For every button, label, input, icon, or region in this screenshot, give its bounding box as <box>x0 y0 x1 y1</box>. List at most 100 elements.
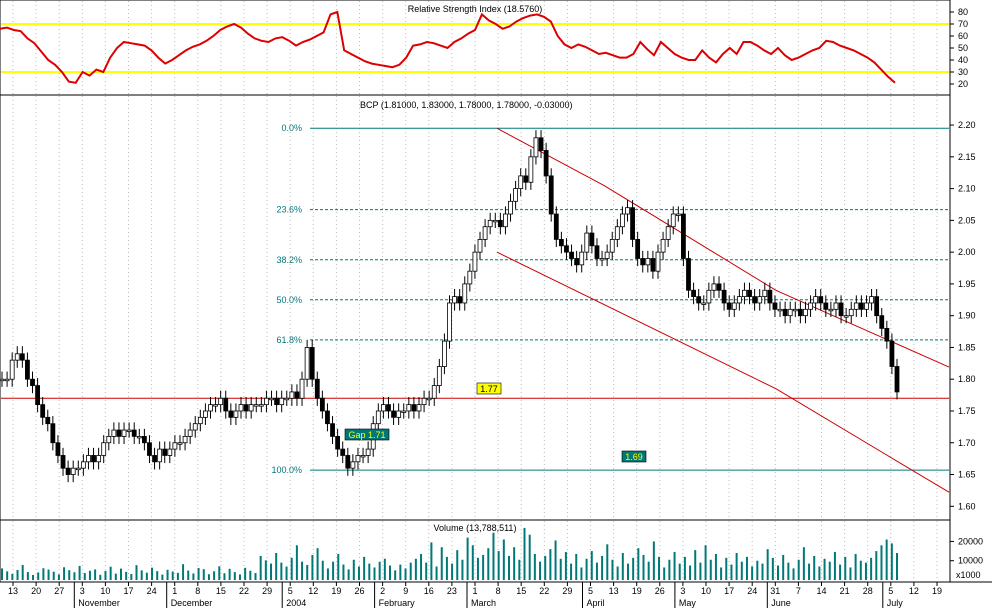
channel-lower-line <box>496 251 950 493</box>
candle-body <box>721 289 727 304</box>
candle-body <box>431 385 437 399</box>
x-tick-label: 1 <box>172 586 177 596</box>
x-tick-label: 24 <box>747 586 757 596</box>
candle-body <box>594 245 600 259</box>
candle-body <box>569 251 574 259</box>
candle-body <box>467 270 473 285</box>
x-tick-label: 15 <box>516 586 526 596</box>
candle-body <box>691 289 696 298</box>
x-tick-label: 24 <box>147 586 157 596</box>
candle-body <box>70 467 76 475</box>
candle-body <box>558 239 564 247</box>
candle-body <box>528 156 534 183</box>
price-y-tick-label: 2.00 <box>958 247 976 257</box>
candle-body <box>447 302 452 342</box>
x-tick-label: 16 <box>424 586 434 596</box>
candle-body <box>30 378 35 386</box>
channel-upper-line <box>496 127 950 368</box>
candle-body <box>777 308 783 312</box>
x-tick-label: 15 <box>216 586 226 596</box>
fib-level-label: 50.0% <box>276 295 302 305</box>
month-label: 2004 <box>286 598 306 608</box>
rsi-y-tick-label: 60 <box>958 31 968 41</box>
x-tick-label: 29 <box>562 586 572 596</box>
candle-body <box>482 226 488 240</box>
candle-body <box>625 207 630 215</box>
month-label: November <box>78 598 120 608</box>
candle-body <box>436 366 442 386</box>
x-tick-label: 9 <box>403 586 408 596</box>
candle-body <box>355 455 361 463</box>
price-y-tick-label: 1.80 <box>958 374 976 384</box>
price-y-tick-label: 2.10 <box>958 184 976 194</box>
candle-body <box>803 308 808 317</box>
candle-body <box>492 219 498 223</box>
candle-body <box>14 353 20 361</box>
month-label: May <box>679 598 697 608</box>
rsi-frame <box>0 0 951 96</box>
candle-body <box>762 289 768 298</box>
candle-body <box>497 219 503 228</box>
candle-body <box>314 378 320 399</box>
x-tick-label: 13 <box>609 586 619 596</box>
price-y-tick-label: 2.05 <box>958 215 976 225</box>
candle-body <box>675 213 681 216</box>
x-tick-label: 19 <box>932 586 942 596</box>
candle-body <box>859 302 864 310</box>
candle-body <box>792 308 798 312</box>
x-tick-label: 2 <box>380 586 385 596</box>
candle-body <box>284 397 290 401</box>
month-label: June <box>771 598 791 608</box>
price-y-tick-label: 1.95 <box>958 279 976 289</box>
volume-y-tick-label: 10000 <box>958 556 983 566</box>
rsi-panel: 20 30 40 50 60 70 80 Relative Strength Index (1… <box>0 0 968 96</box>
candle-body <box>0 378 5 382</box>
candle-body <box>304 347 310 380</box>
candle-body <box>421 397 427 406</box>
candle-body <box>518 175 524 189</box>
x-tick-label: 22 <box>539 586 549 596</box>
candle-body <box>253 404 259 407</box>
candle-body <box>75 467 81 471</box>
annotation-1-69: 1.69 <box>625 452 643 462</box>
annotation-gap-1-71: Gap 1.71 <box>348 430 385 440</box>
candle-body <box>665 226 671 240</box>
volume-frame <box>0 519 951 583</box>
candle-body <box>365 448 371 456</box>
price-y-tick-label: 1.90 <box>958 311 976 321</box>
candle-body <box>101 442 107 456</box>
candle-body <box>197 416 203 425</box>
x-tick-label: 12 <box>909 586 919 596</box>
candle-body <box>9 359 15 380</box>
candle-body <box>874 296 880 317</box>
x-tick-label: 12 <box>308 586 318 596</box>
candle-body <box>797 308 803 317</box>
candle-body <box>513 188 519 202</box>
candle-body <box>686 258 691 291</box>
candle-body <box>645 258 651 266</box>
candle-body <box>121 429 127 437</box>
x-tick-label: 10 <box>701 586 711 596</box>
rsi-y-tick-label: 80 <box>958 7 968 17</box>
candle-body <box>487 219 493 228</box>
candle-body <box>462 283 468 304</box>
candle-body <box>213 404 218 407</box>
fib-level-label: 0.0% <box>281 123 302 133</box>
x-tick-label: 8 <box>496 586 501 596</box>
x-tick-label: 3 <box>680 586 685 596</box>
candle-body <box>375 410 381 425</box>
candle-body <box>609 239 615 253</box>
rsi-y-tick-label: 50 <box>958 43 968 53</box>
candle-body <box>818 296 824 304</box>
candle-body <box>233 410 239 418</box>
candle-body <box>853 302 859 310</box>
candle-body <box>45 416 51 425</box>
candle-body <box>564 245 569 253</box>
candle-body <box>162 448 168 456</box>
rsi-title: Relative Strength Index (18.5760) <box>408 4 543 14</box>
candle-body <box>147 442 152 456</box>
candle-body <box>65 467 71 475</box>
candle-body <box>477 239 483 253</box>
x-tick-label: 28 <box>863 586 873 596</box>
candle-body <box>406 404 412 412</box>
